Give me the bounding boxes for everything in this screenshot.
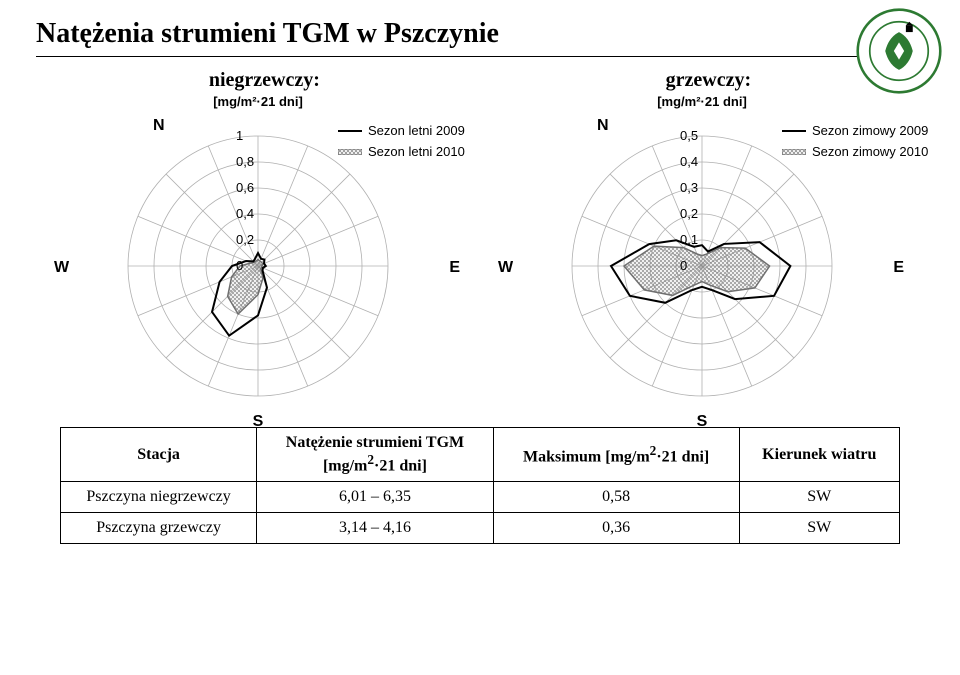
tick-label: 0,2 [236,232,254,247]
table-header: Kierunek wiatru [739,428,899,482]
tick-label: 1 [236,128,243,143]
south-label: S [697,413,708,431]
tick-label: 0,6 [236,180,254,195]
tick-label: 0,5 [680,128,698,143]
north-label: N [153,117,165,135]
table-row: Pszczyna grzewczy3,14 – 4,160,36SW [61,513,900,544]
tick-label: 0,2 [680,206,698,221]
logo-badge [856,8,942,94]
table-cell: Pszczyna grzewczy [61,513,257,544]
table-cell: 3,14 – 4,16 [257,513,494,544]
page-title: Natężenia strumieni TGM w Pszczynie [36,18,924,50]
subtitle-right: grzewczy: [666,69,752,92]
table-cell: 0,58 [493,482,739,513]
west-label: W [54,259,69,277]
subtitle-left: niegrzewczy: [209,69,320,92]
table-cell: SW [739,482,899,513]
chart-left: Sezon letni 2009 Sezon letni 2010 N E S … [68,111,448,421]
table-cell: SW [739,513,899,544]
unit-right: [mg/m²·21 dni] [657,94,747,109]
unit-left: [mg/m²·21 dni] [213,94,303,109]
data-table: StacjaNatężenie strumieni TGM[mg/m2·21 d… [60,427,900,544]
table-cell: 6,01 – 6,35 [257,482,494,513]
table-header: Natężenie strumieni TGM[mg/m2·21 dni] [257,428,494,482]
title-rule [36,56,924,57]
north-label: N [597,117,609,135]
table-row: Pszczyna niegrzewczy6,01 – 6,350,58SW [61,482,900,513]
chart-right: Sezon zimowy 2009 Sezon zimowy 2010 N E … [512,111,892,421]
west-label: W [498,259,513,277]
table-cell: 0,36 [493,513,739,544]
tick-label: 0,3 [680,180,698,195]
tick-label: 0,4 [236,206,254,221]
tick-label: 0 [680,258,687,273]
table-cell: Pszczyna niegrzewczy [61,482,257,513]
tick-label: 0,4 [680,154,698,169]
tick-label: 0,8 [236,154,254,169]
legend-left: Sezon letni 2009 Sezon letni 2010 [338,123,465,159]
tick-label: 0 [236,258,243,273]
legend-right: Sezon zimowy 2009 Sezon zimowy 2010 [782,123,928,159]
east-label: E [893,259,904,277]
south-label: S [253,413,264,431]
tick-label: 0,1 [680,232,698,247]
table-header: Maksimum [mg/m2·21 dni] [493,428,739,482]
east-label: E [449,259,460,277]
table-header: Stacja [61,428,257,482]
